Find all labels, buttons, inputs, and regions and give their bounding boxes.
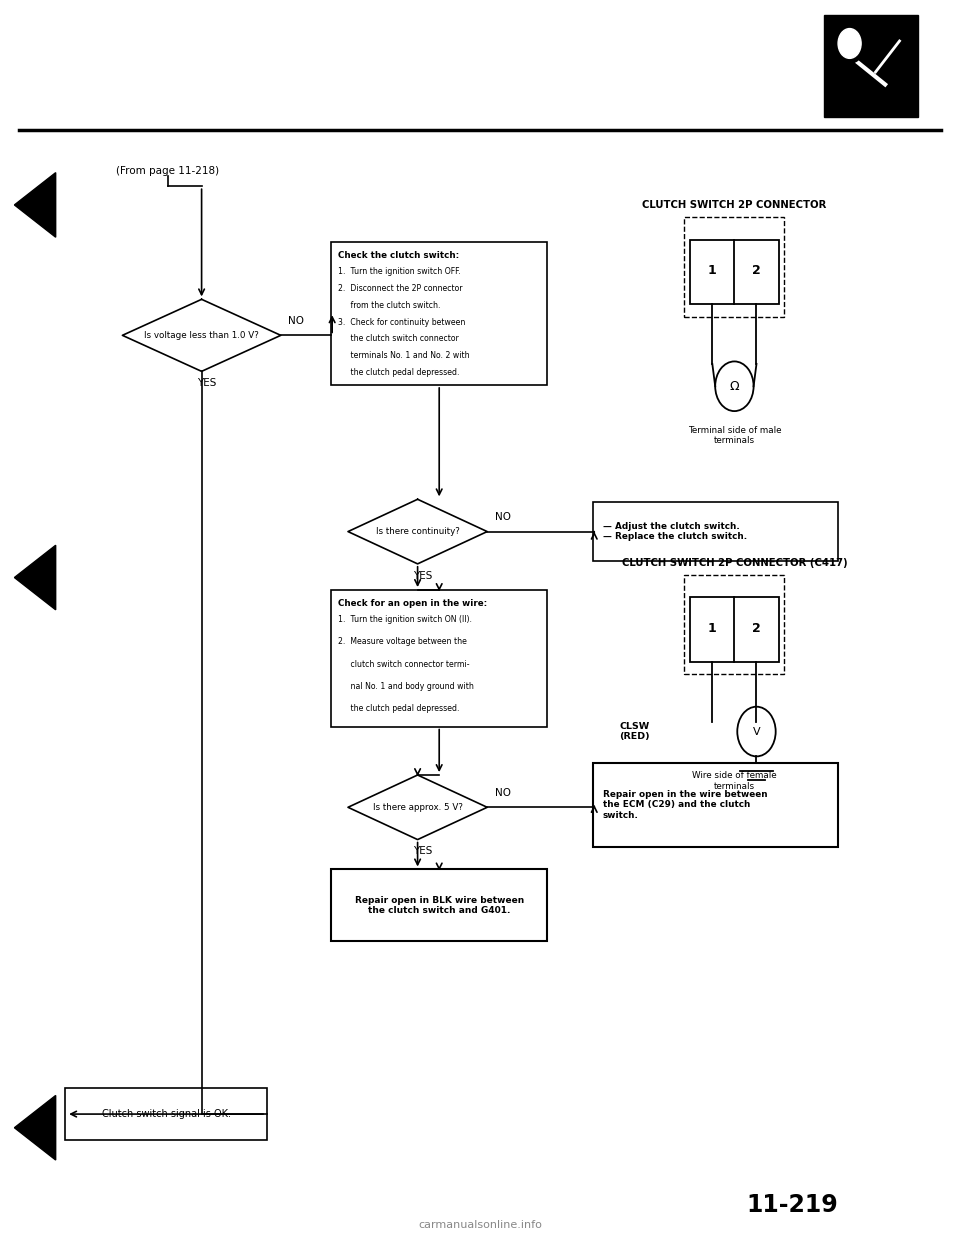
Text: the clutch pedal depressed.: the clutch pedal depressed. — [338, 368, 460, 378]
Text: CLUTCH SWITCH 2P CONNECTOR: CLUTCH SWITCH 2P CONNECTOR — [642, 200, 827, 210]
Text: Is there approx. 5 V?: Is there approx. 5 V? — [372, 802, 463, 812]
Polygon shape — [14, 1095, 56, 1160]
Text: 11-219: 11-219 — [746, 1192, 838, 1217]
Text: 1.  Turn the ignition switch ON (II).: 1. Turn the ignition switch ON (II). — [338, 615, 472, 623]
Text: 1: 1 — [708, 622, 717, 635]
FancyBboxPatch shape — [824, 15, 918, 117]
FancyBboxPatch shape — [684, 575, 784, 674]
Text: 3.  Check for continuity between: 3. Check for continuity between — [338, 318, 466, 327]
Text: Ω: Ω — [730, 380, 739, 392]
Text: carmanualsonline.info: carmanualsonline.info — [418, 1220, 542, 1230]
FancyBboxPatch shape — [593, 763, 838, 847]
Text: nal No. 1 and body ground with: nal No. 1 and body ground with — [338, 682, 474, 691]
Text: CLUTCH SWITCH 2P CONNECTOR (C417): CLUTCH SWITCH 2P CONNECTOR (C417) — [621, 558, 848, 568]
Polygon shape — [14, 173, 56, 237]
Text: Check for an open in the wire:: Check for an open in the wire: — [338, 599, 487, 607]
Polygon shape — [123, 299, 280, 371]
FancyBboxPatch shape — [690, 597, 779, 662]
FancyBboxPatch shape — [65, 1088, 267, 1140]
Text: 2: 2 — [752, 265, 761, 277]
Text: NO: NO — [495, 789, 511, 799]
Text: Is voltage less than 1.0 V?: Is voltage less than 1.0 V? — [144, 330, 259, 340]
Text: Repair open in the wire between
the ECM (C29) and the clutch
switch.: Repair open in the wire between the ECM … — [603, 790, 767, 820]
Polygon shape — [14, 545, 56, 610]
Text: 2.  Measure voltage between the: 2. Measure voltage between the — [338, 637, 467, 646]
Text: Is there continuity?: Is there continuity? — [375, 527, 460, 537]
Text: Terminal side of male
terminals: Terminal side of male terminals — [687, 426, 781, 446]
Polygon shape — [348, 775, 487, 840]
FancyBboxPatch shape — [331, 869, 547, 941]
Text: 2: 2 — [752, 622, 761, 635]
Text: 1.  Turn the ignition switch OFF.: 1. Turn the ignition switch OFF. — [338, 267, 461, 276]
Text: CLSW
(RED): CLSW (RED) — [619, 722, 650, 741]
Text: from the clutch switch.: from the clutch switch. — [338, 301, 441, 309]
Text: YES: YES — [413, 847, 432, 857]
Text: the clutch switch connector: the clutch switch connector — [338, 334, 459, 344]
FancyBboxPatch shape — [690, 240, 779, 304]
FancyBboxPatch shape — [331, 242, 547, 385]
FancyBboxPatch shape — [684, 217, 784, 317]
Text: Clutch switch signal is OK.: Clutch switch signal is OK. — [102, 1109, 230, 1119]
Text: clutch switch connector termi-: clutch switch connector termi- — [338, 660, 469, 668]
Text: 1: 1 — [708, 265, 717, 277]
Circle shape — [834, 24, 865, 63]
Text: Wire side of female
terminals: Wire side of female terminals — [692, 771, 777, 791]
Text: YES: YES — [197, 379, 216, 389]
Circle shape — [838, 29, 861, 58]
Polygon shape — [348, 499, 487, 564]
Text: YES: YES — [413, 571, 432, 581]
FancyBboxPatch shape — [593, 502, 838, 561]
Text: (From page 11-218): (From page 11-218) — [116, 166, 220, 176]
Text: NO: NO — [288, 317, 304, 327]
Text: Repair open in BLK wire between
the clutch switch and G401.: Repair open in BLK wire between the clut… — [354, 895, 524, 915]
Text: the clutch pedal depressed.: the clutch pedal depressed. — [338, 704, 460, 713]
Text: Check the clutch switch:: Check the clutch switch: — [338, 251, 459, 260]
Text: NO: NO — [495, 513, 511, 523]
Text: 2.  Disconnect the 2P connector: 2. Disconnect the 2P connector — [338, 284, 463, 293]
FancyBboxPatch shape — [331, 590, 547, 727]
Text: V: V — [753, 727, 760, 737]
Text: terminals No. 1 and No. 2 with: terminals No. 1 and No. 2 with — [338, 351, 469, 360]
Text: — Adjust the clutch switch.
— Replace the clutch switch.: — Adjust the clutch switch. — Replace th… — [603, 522, 747, 542]
